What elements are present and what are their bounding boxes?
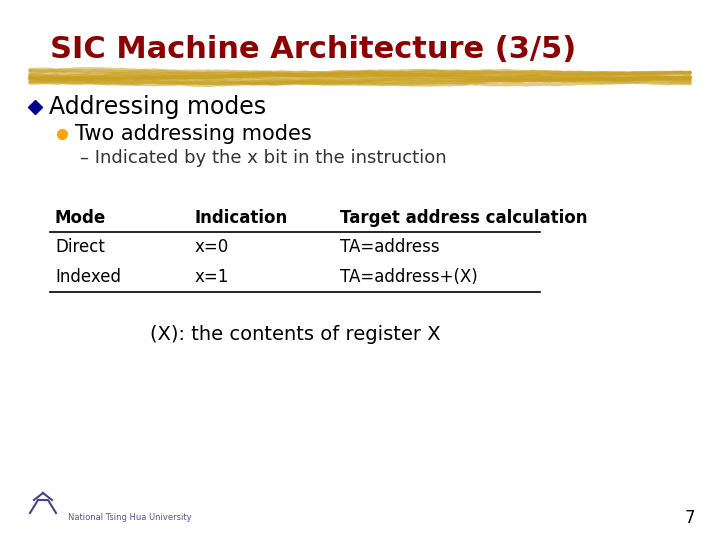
Text: TA=address: TA=address xyxy=(340,238,440,256)
Text: National Tsing Hua University: National Tsing Hua University xyxy=(68,514,192,523)
Text: Indexed: Indexed xyxy=(55,268,121,286)
Text: Two addressing modes: Two addressing modes xyxy=(75,124,312,144)
Text: x=0: x=0 xyxy=(195,238,229,256)
Text: Direct: Direct xyxy=(55,238,105,256)
Text: x=1: x=1 xyxy=(195,268,230,286)
Text: TA=address+(X): TA=address+(X) xyxy=(340,268,478,286)
Text: SIC Machine Architecture (3/5): SIC Machine Architecture (3/5) xyxy=(50,36,576,64)
Text: (X): the contents of register X: (X): the contents of register X xyxy=(150,326,441,345)
Text: Mode: Mode xyxy=(55,209,107,227)
Text: Target address calculation: Target address calculation xyxy=(340,209,588,227)
Text: Addressing modes: Addressing modes xyxy=(49,95,266,119)
Text: – Indicated by the x bit in the instruction: – Indicated by the x bit in the instruct… xyxy=(80,149,446,167)
Text: 7: 7 xyxy=(685,509,695,527)
Text: Indication: Indication xyxy=(195,209,288,227)
